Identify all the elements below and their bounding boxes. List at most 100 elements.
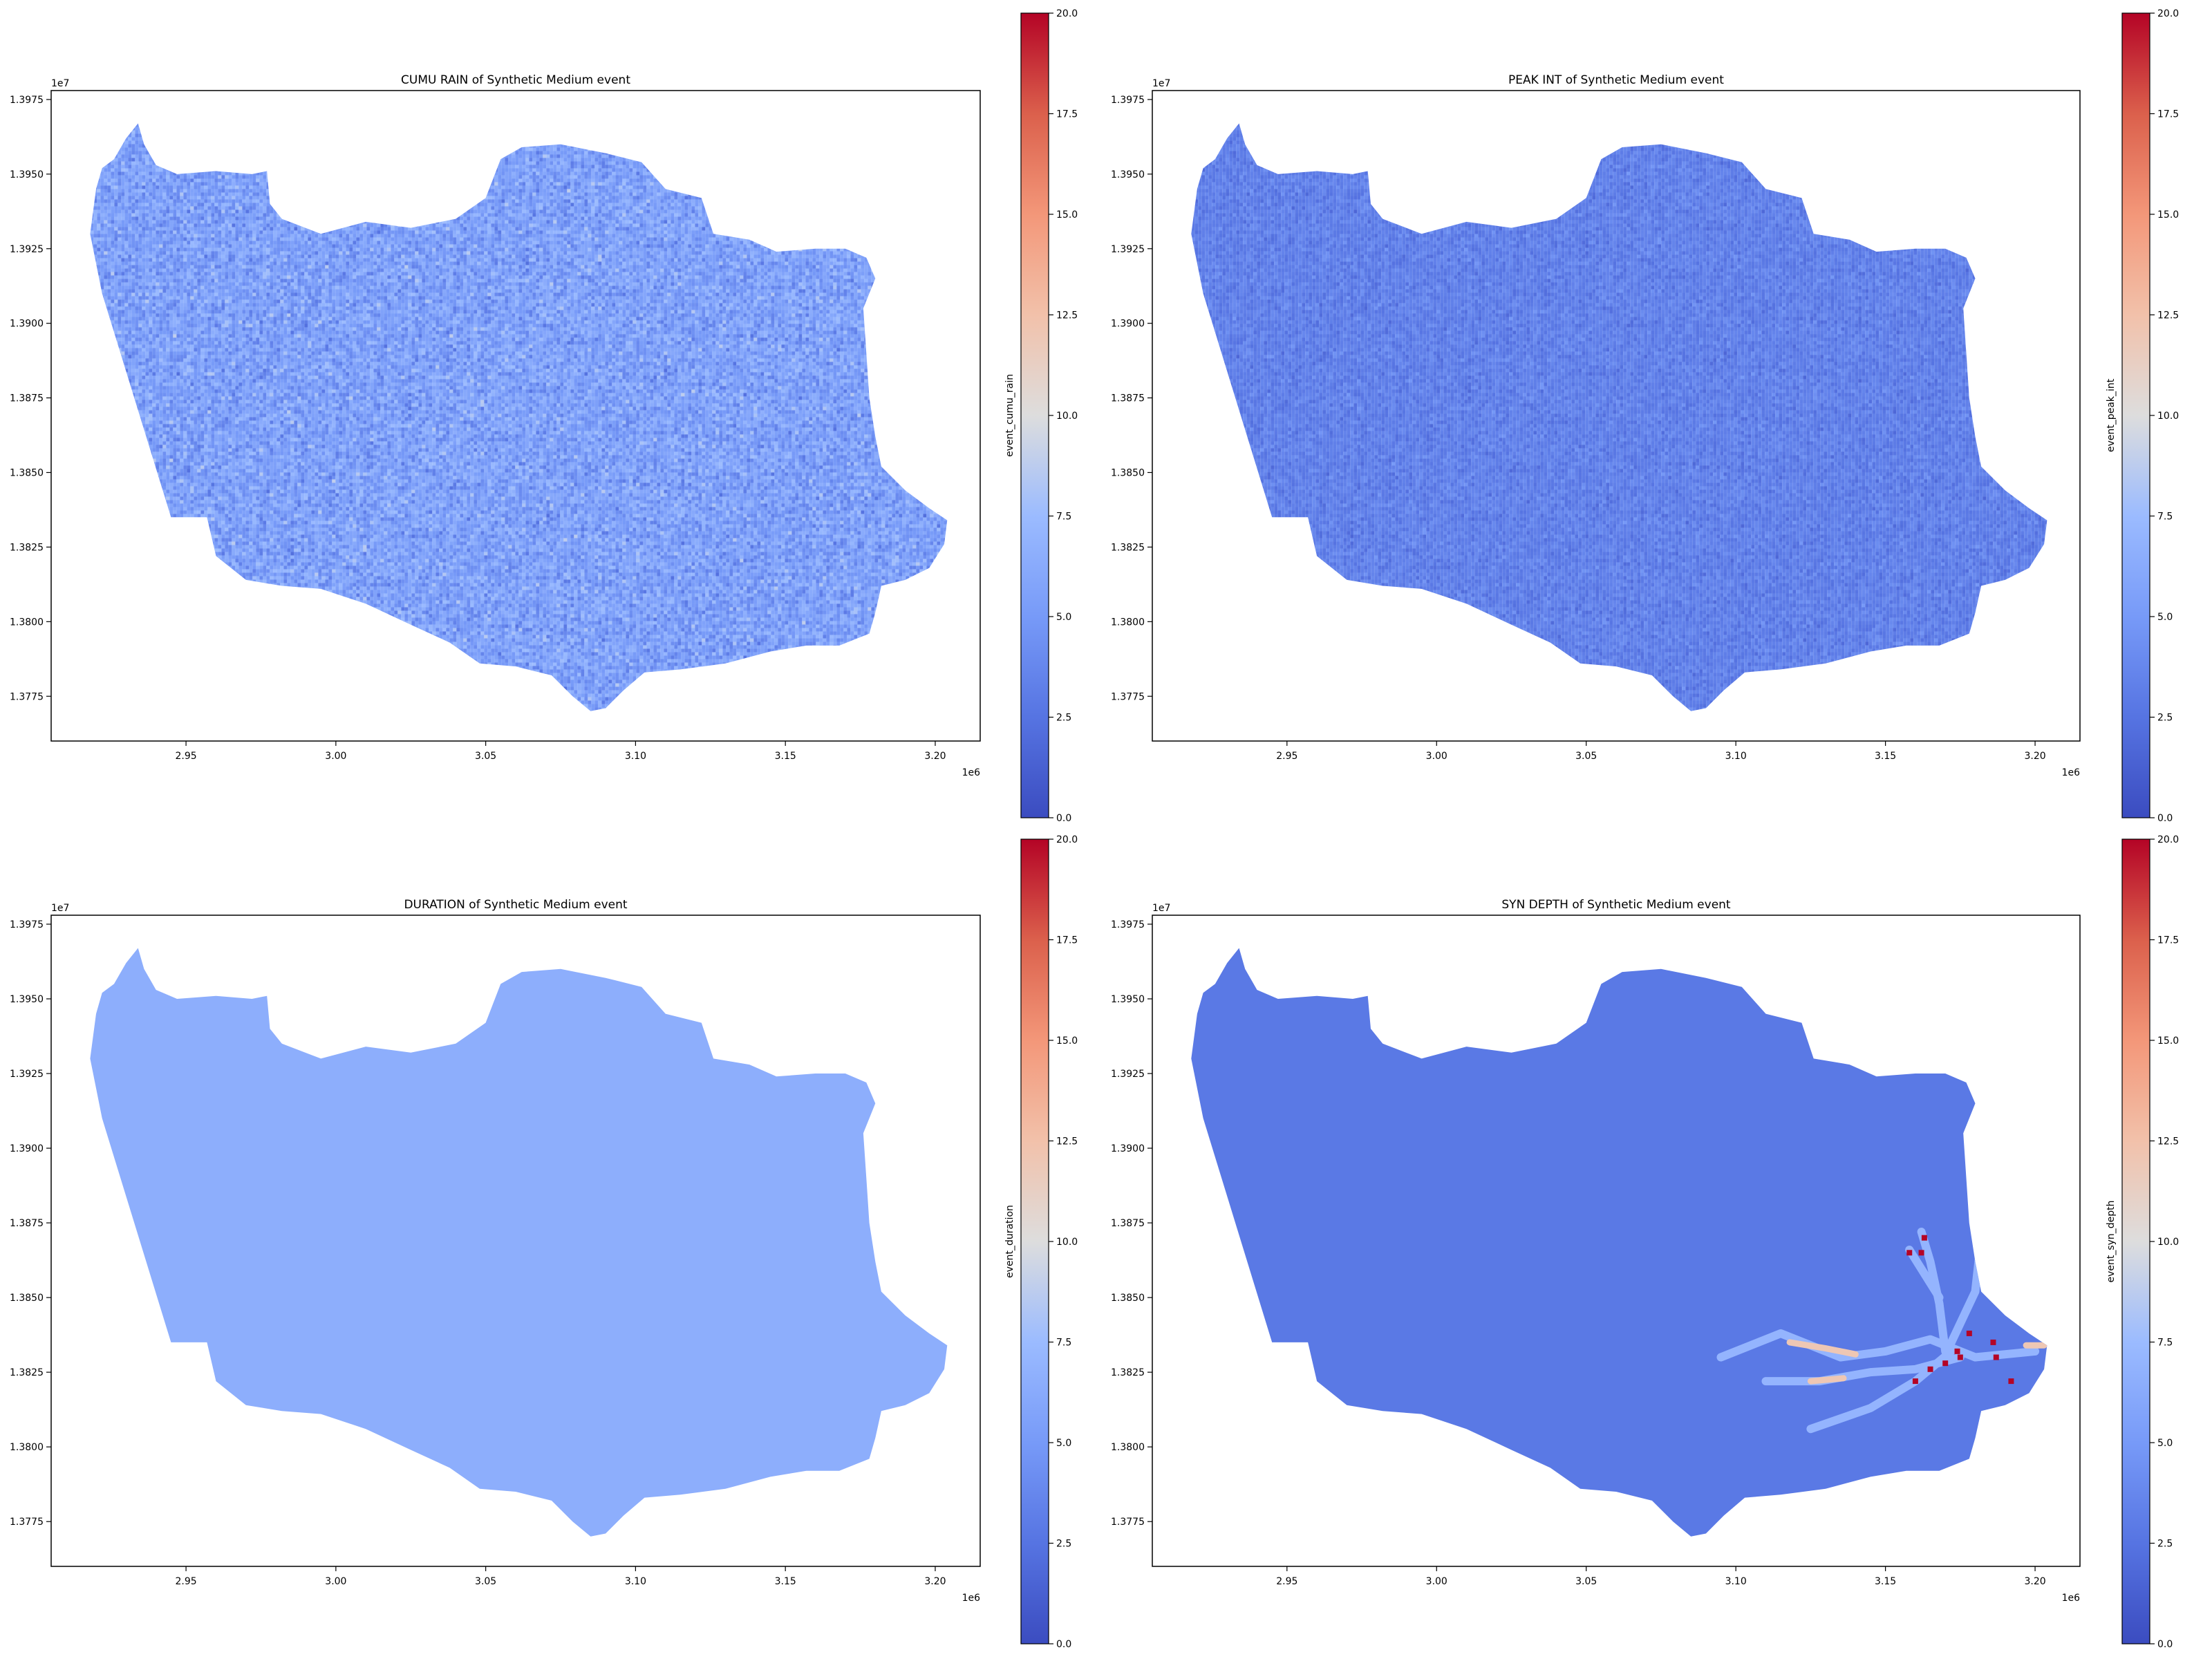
- y-tick-label: 1.3950: [1111, 169, 1145, 180]
- colorbar-tick-label: 12.5: [2157, 310, 2179, 321]
- colorbar-tick-label: 17.5: [2157, 109, 2179, 120]
- x-tick-label: 2.95: [1276, 1576, 1297, 1587]
- hotspot-11: [1958, 1355, 1963, 1360]
- x-tick-label: 3.00: [1426, 751, 1447, 762]
- x-offset-label: 1e6: [962, 767, 981, 778]
- x-tick-label: 3.15: [1875, 751, 1896, 762]
- y-offset-label: 1e7: [51, 78, 69, 89]
- colorbar-tick-label: 7.5: [2157, 1338, 2173, 1349]
- colorbar-tick-label: 12.5: [1056, 1136, 1078, 1147]
- colorbar-label: event_syn_depth: [2106, 1200, 2117, 1282]
- y-tick-label: 1.3800: [10, 1442, 44, 1453]
- colorbar-tick-label: 0.0: [1056, 1639, 1071, 1650]
- colorbar-tick-label: 7.5: [2157, 512, 2173, 523]
- hotspot-2: [1919, 1250, 1924, 1255]
- colorbar-tick-label: 15.0: [1056, 209, 1078, 221]
- colorbar-tick-label: 0.0: [2157, 1639, 2173, 1650]
- x-tick-label: 3.00: [325, 751, 346, 762]
- colorbar-tick-label: 15.0: [2157, 1035, 2179, 1047]
- chart-title: SYN DEPTH of Synthetic Medium event: [1501, 898, 1731, 912]
- colorbar-tick-label: 2.5: [2157, 1539, 2173, 1550]
- y-tick-label: 1.3975: [10, 919, 44, 930]
- x-tick-label: 3.10: [625, 751, 646, 762]
- y-tick-label: 1.3825: [1111, 542, 1145, 553]
- colorbar-label: event_peak_int: [2106, 378, 2117, 452]
- hotspot-8: [1942, 1360, 1948, 1366]
- colorbar-tick-label: 10.0: [1056, 411, 1078, 422]
- colorbar-tick-label: 15.0: [2157, 209, 2179, 221]
- colorbar-tick-label: 10.0: [2157, 1237, 2179, 1248]
- y-tick-label: 1.3900: [1111, 1143, 1145, 1154]
- x-tick-label: 3.10: [1725, 1576, 1747, 1587]
- hotspot-4: [1955, 1349, 1960, 1354]
- colorbar-tick-label: 20.0: [1056, 8, 1078, 19]
- colorbar: [2122, 839, 2150, 1644]
- colorbar-label: event_cumu_rain: [1004, 374, 1015, 457]
- hotspot-5: [1967, 1331, 1972, 1336]
- colorbar-tick-label: 2.5: [2157, 713, 2173, 724]
- colorbar-tick-label: 2.5: [1056, 713, 1071, 724]
- colorbar: [1021, 839, 1049, 1644]
- x-offset-label: 1e6: [2062, 767, 2081, 778]
- x-tick-label: 3.10: [625, 1576, 646, 1587]
- y-tick-label: 1.3900: [1111, 319, 1145, 330]
- hotspot-3: [1922, 1235, 1927, 1241]
- x-tick-label: 2.95: [176, 1576, 197, 1587]
- colorbar-tick-label: 20.0: [2157, 834, 2179, 845]
- y-tick-label: 1.3975: [10, 95, 44, 106]
- chart-title: PEAK INT of Synthetic Medium event: [1508, 73, 1724, 87]
- colorbar-tick-label: 0.0: [1056, 813, 1071, 824]
- y-offset-label: 1e7: [1152, 78, 1170, 89]
- colorbar-tick-label: 20.0: [1056, 834, 1078, 845]
- y-tick-label: 1.3825: [10, 542, 44, 553]
- colorbar-tick-label: 7.5: [1056, 512, 1071, 523]
- y-tick-label: 1.3775: [1111, 1517, 1145, 1528]
- colorbar-tick-label: 7.5: [1056, 1338, 1071, 1349]
- y-tick-label: 1.3925: [1111, 1069, 1145, 1080]
- x-tick-label: 3.05: [475, 1576, 496, 1587]
- raster-fill: [86, 945, 950, 1540]
- raster-4: [1188, 945, 2050, 1540]
- hotspot-12: [1990, 1340, 1996, 1345]
- x-tick-label: 3.20: [2024, 751, 2045, 762]
- x-tick-label: 3.20: [924, 1576, 946, 1587]
- colorbar-tick-label: 10.0: [1056, 1237, 1078, 1248]
- x-offset-label: 1e6: [962, 1593, 981, 1604]
- colorbar-tick-label: 10.0: [2157, 411, 2179, 422]
- x-tick-label: 3.05: [1575, 751, 1597, 762]
- x-tick-label: 2.95: [176, 751, 197, 762]
- colorbar-tick-label: 5.0: [2157, 1438, 2173, 1449]
- x-tick-label: 3.20: [924, 751, 946, 762]
- y-tick-label: 1.3875: [1111, 1218, 1145, 1229]
- colorbar-tick-label: 20.0: [2157, 8, 2179, 19]
- colorbar-tick-label: 17.5: [2157, 935, 2179, 946]
- hotspot-7: [1928, 1367, 1933, 1372]
- x-tick-label: 3.10: [1725, 751, 1747, 762]
- y-tick-label: 1.3950: [1111, 994, 1145, 1005]
- colorbar-tick-label: 5.0: [1056, 612, 1071, 623]
- y-tick-label: 1.3825: [1111, 1367, 1145, 1378]
- y-tick-label: 1.3875: [10, 1218, 44, 1229]
- y-tick-label: 1.3975: [1111, 95, 1145, 106]
- colorbar-tick-label: 17.5: [1056, 935, 1078, 946]
- colorbar-tick-label: 15.0: [1056, 1035, 1078, 1047]
- x-tick-label: 2.95: [1276, 751, 1297, 762]
- hotspot-9: [2008, 1378, 2014, 1384]
- colorbar-tick-label: 12.5: [2157, 1136, 2179, 1147]
- y-tick-label: 1.3825: [10, 1367, 44, 1378]
- panel-4: SYN DEPTH of Synthetic Medium event 2.95 3…: [1111, 834, 2179, 1650]
- y-tick-label: 1.3950: [10, 169, 44, 180]
- hotspot-1: [1906, 1250, 1912, 1255]
- y-tick-label: 1.3875: [10, 393, 44, 404]
- y-tick-label: 1.3925: [1111, 244, 1145, 255]
- colorbar-label: event_duration: [1004, 1205, 1015, 1278]
- hotspot-6: [1994, 1355, 1999, 1360]
- y-tick-label: 1.3925: [10, 1069, 44, 1080]
- y-tick-label: 1.3775: [10, 691, 44, 702]
- y-tick-label: 1.3925: [10, 244, 44, 255]
- colorbar-tick-label: 5.0: [1056, 1438, 1071, 1449]
- x-tick-label: 3.20: [2024, 1576, 2045, 1587]
